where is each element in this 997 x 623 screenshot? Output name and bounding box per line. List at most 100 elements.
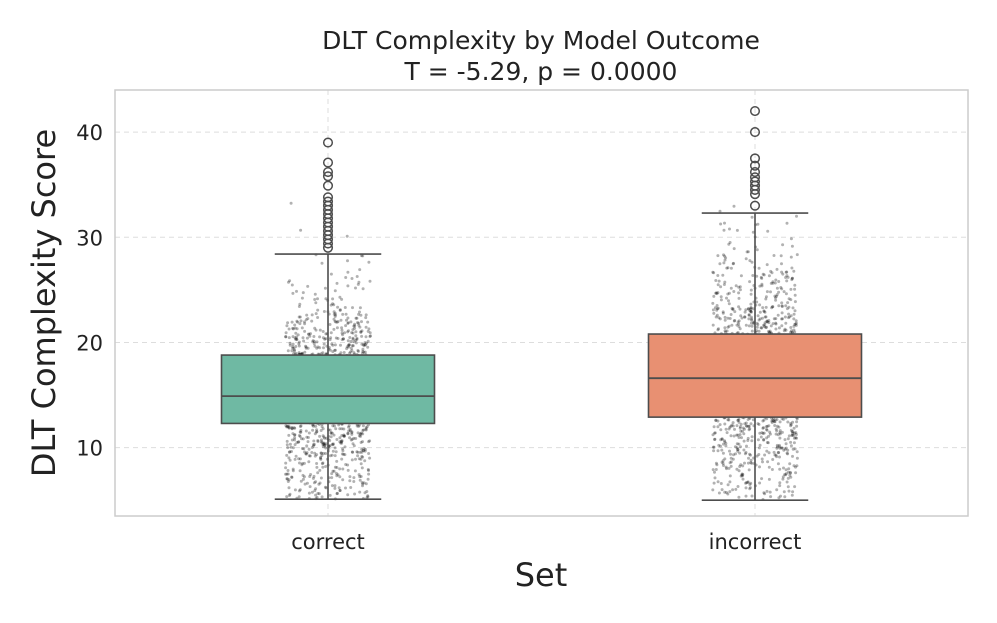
- jitter-point-incorrect: [727, 299, 730, 303]
- jitter-point-correct: [288, 343, 292, 347]
- jitter-point-incorrect: [775, 446, 779, 450]
- jitter-point-incorrect: [750, 318, 753, 322]
- jitter-point-incorrect: [747, 456, 750, 460]
- jitter-point-incorrect: [743, 422, 747, 426]
- jitter-point-incorrect: [786, 420, 790, 424]
- jitter-point-incorrect: [792, 317, 796, 321]
- jitter-point-correct: [303, 320, 306, 324]
- jitter-point-correct: [343, 306, 347, 309]
- jitter-point-correct: [346, 321, 350, 325]
- jitter-point-correct: [293, 438, 296, 442]
- jitter-point-correct: [307, 454, 311, 458]
- jitter-point-correct: [293, 488, 297, 492]
- jitter-point-incorrect: [749, 292, 753, 296]
- jitter-point-correct: [312, 439, 316, 443]
- jitter-point-incorrect: [720, 448, 724, 452]
- jitter-point-incorrect: [714, 315, 718, 319]
- jitter-point-incorrect: [794, 431, 798, 435]
- jitter-point-correct: [287, 426, 291, 430]
- jitter-point-correct: [300, 462, 304, 465]
- jitter-point-incorrect: [734, 487, 738, 491]
- plot-frame: [114, 89, 969, 517]
- jitter-point-incorrect: [773, 418, 777, 422]
- jitter-point-correct: [312, 443, 315, 447]
- jitter-point-correct: [301, 473, 305, 477]
- jitter-point-incorrect: [738, 451, 742, 455]
- jitter-point-correct: [347, 343, 351, 347]
- jitter-point-incorrect: [774, 296, 777, 300]
- jitter-point-incorrect: [746, 250, 750, 254]
- jitter-point-correct: [318, 468, 322, 472]
- jitter-point-correct: [312, 474, 316, 478]
- jitter-point-correct: [336, 337, 340, 340]
- jitter-point-incorrect: [774, 432, 778, 436]
- jitter-point-correct: [290, 349, 294, 353]
- jitter-point-incorrect: [748, 309, 752, 313]
- jitter-point-correct: [291, 446, 295, 450]
- jitter-point-incorrect: [763, 310, 767, 314]
- jitter-point-correct: [291, 345, 295, 349]
- jitter-point-incorrect: [713, 431, 717, 435]
- jitter-point-correct: [361, 448, 365, 452]
- jitter-point-incorrect: [785, 274, 789, 278]
- jitter-point-incorrect: [775, 294, 778, 298]
- jitter-point-correct: [361, 455, 365, 459]
- jitter-point-incorrect: [778, 420, 782, 424]
- jitter-point-correct: [333, 424, 336, 428]
- jitter-point-correct: [347, 429, 351, 433]
- box-correct: [220, 354, 436, 425]
- jitter-point-correct: [340, 297, 344, 301]
- jitter-point-correct: [347, 343, 351, 347]
- jitter-point-incorrect: [738, 465, 742, 468]
- jitter-point-incorrect: [789, 475, 793, 479]
- jitter-point-correct: [313, 292, 317, 296]
- jitter-point-correct: [319, 429, 323, 432]
- jitter-point-correct: [291, 432, 295, 436]
- jitter-point-incorrect: [725, 329, 729, 333]
- jitter-point-correct: [359, 330, 363, 334]
- jitter-point-correct: [293, 433, 297, 437]
- jitter-point-correct: [317, 492, 321, 496]
- jitter-point-correct: [293, 326, 297, 330]
- jitter-point-correct: [324, 486, 328, 490]
- jitter-point-incorrect: [722, 253, 725, 257]
- jitter-point-correct: [286, 480, 290, 483]
- jitter-point-correct: [299, 319, 303, 323]
- jitter-point-correct: [367, 452, 371, 455]
- jitter-point-incorrect: [713, 470, 716, 474]
- jitter-point-correct: [333, 486, 337, 490]
- jitter-point-correct: [348, 427, 352, 431]
- jitter-point-correct: [330, 484, 334, 488]
- jitter-point-incorrect: [772, 317, 776, 321]
- jitter-point-incorrect: [794, 322, 797, 326]
- jitter-point-correct: [336, 305, 340, 309]
- jitter-point-incorrect: [786, 476, 790, 480]
- jitter-point-incorrect: [738, 433, 742, 437]
- jitter-point-incorrect: [749, 321, 753, 325]
- jitter-point-incorrect: [728, 461, 732, 465]
- jitter-point-incorrect: [731, 457, 735, 461]
- jitter-point-incorrect: [778, 467, 782, 471]
- jitter-point-correct: [314, 328, 318, 332]
- jitter-point-incorrect: [760, 316, 764, 320]
- jitter-point-correct: [320, 438, 323, 442]
- jitter-point-correct: [349, 320, 353, 324]
- jitter-point-incorrect: [741, 472, 745, 476]
- jitter-point-incorrect: [713, 438, 717, 441]
- jitter-point-incorrect: [773, 294, 777, 298]
- jitter-point-incorrect: [762, 310, 766, 313]
- jitter-point-correct: [342, 433, 346, 437]
- jitter-point-incorrect: [725, 266, 729, 270]
- jitter-point-correct: [297, 340, 301, 344]
- jitter-point-incorrect: [757, 453, 761, 456]
- jitter-point-incorrect: [789, 428, 793, 432]
- jitter-point-correct: [302, 461, 306, 465]
- jitter-point-incorrect: [792, 328, 796, 332]
- jitter-point-correct: [308, 334, 312, 338]
- jitter-point-correct: [331, 424, 335, 428]
- jitter-point-incorrect: [750, 494, 754, 498]
- jitter-point-correct: [353, 326, 357, 330]
- outlier-point-correct-14: [322, 171, 334, 182]
- jitter-point-incorrect: [728, 227, 731, 231]
